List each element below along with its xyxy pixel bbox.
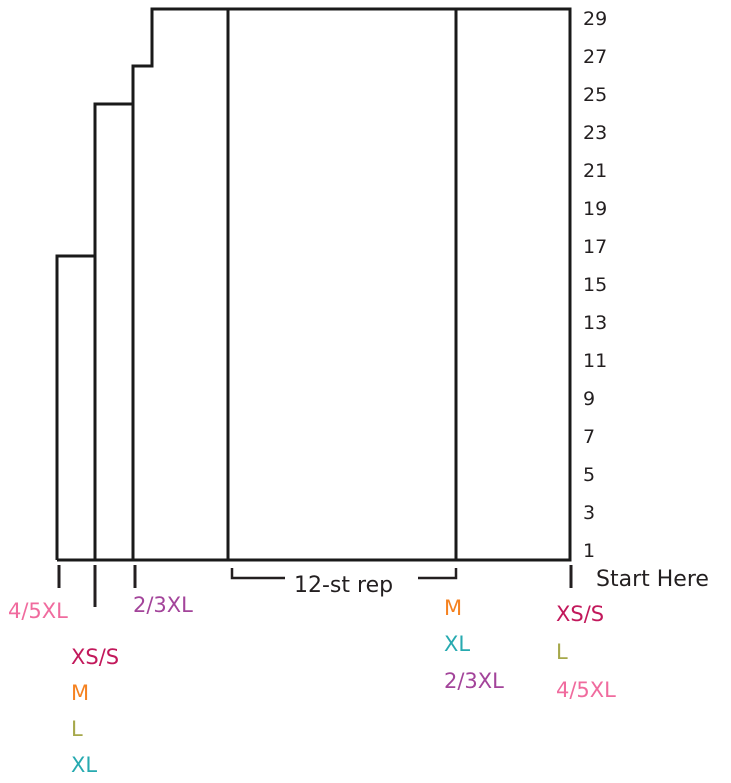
row-number-23: 23 <box>583 122 607 144</box>
chart-outlines <box>55 7 572 562</box>
row-number-1: 1 <box>583 540 595 562</box>
size-label-xl-right: XL <box>444 632 470 656</box>
row-number-9: 9 <box>583 388 595 410</box>
size-label-l-right: L <box>556 640 568 664</box>
row-number-5: 5 <box>583 464 595 486</box>
size-label-m-right: M <box>444 596 462 620</box>
size-label-m-left: M <box>71 681 89 705</box>
repeat-label: 12-st rep <box>294 573 393 598</box>
row-number-7: 7 <box>583 426 595 448</box>
size-label-xs-s-left: XS/S <box>71 645 119 669</box>
repeat-bracket-left <box>230 568 285 580</box>
row-number-13: 13 <box>583 312 607 334</box>
repeat-bracket-right <box>418 568 458 580</box>
row-number-25: 25 <box>583 84 607 106</box>
size-label-4-5xl-left: 4/5XL <box>8 599 68 623</box>
size-label-4-5xl-right: 4/5XL <box>556 678 616 702</box>
repeat-bracket <box>230 568 458 580</box>
size-label-xl-left: XL <box>71 753 97 777</box>
row-number-29: 29 <box>583 8 607 30</box>
size-label-xs-s-right: XS/S <box>556 602 604 626</box>
size-tick-marks <box>57 565 573 607</box>
row-number-27: 27 <box>583 46 607 68</box>
row-number-19: 19 <box>583 198 607 220</box>
row-number-17: 17 <box>583 236 607 258</box>
size-label-2-3xl-right: 2/3XL <box>444 669 504 693</box>
row-number-15: 15 <box>583 274 607 296</box>
size-label-2-3xl-left: 2/3XL <box>133 593 193 617</box>
size-label-l-left: L <box>71 717 83 741</box>
row-number-3: 3 <box>583 502 595 524</box>
start-here-label: Start Here <box>596 567 709 592</box>
row-number-11: 11 <box>583 350 607 372</box>
row-number-labels: 1 3 5 7 9 11 13 15 17 19 21 23 25 27 29 <box>583 8 607 562</box>
row-number-21: 21 <box>583 160 607 182</box>
